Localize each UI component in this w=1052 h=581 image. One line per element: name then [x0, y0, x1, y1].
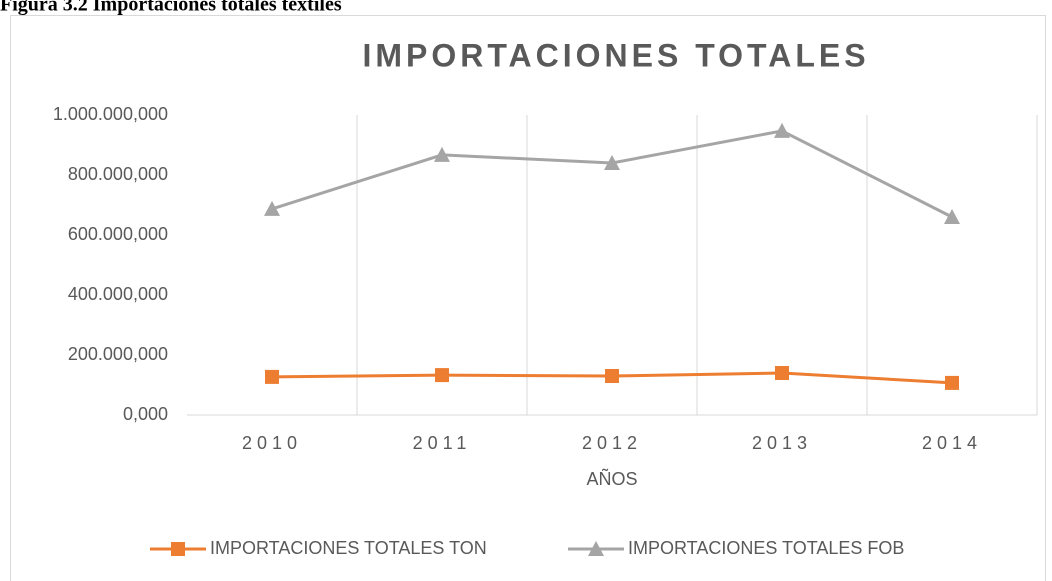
marker [604, 155, 620, 170]
y-tick-label: 200.000,000 [68, 344, 168, 364]
y-tick-label: 800.000,000 [68, 164, 168, 184]
marker [775, 366, 789, 380]
marker [264, 200, 280, 216]
marker [588, 541, 604, 556]
chart-title: IMPORTACIONES TOTALES [362, 37, 869, 73]
y-tick-label: 0,000 [123, 404, 168, 424]
y-tick-label: 400.000,000 [68, 284, 168, 304]
x-tick-label: 2011 [413, 433, 472, 453]
figure-caption: Figura 3.2 Importaciones totales textile… [0, 0, 342, 16]
x-tick-label: 2010 [242, 433, 302, 453]
marker [945, 375, 959, 390]
x-tick-label: 2013 [752, 433, 812, 453]
y-tick-label: 1.000.000,000 [53, 104, 168, 124]
marker [605, 369, 619, 383]
marker [774, 122, 790, 138]
x-axis-label: AÑOS [586, 468, 637, 489]
marker [434, 146, 450, 162]
marker [265, 369, 279, 384]
marker [435, 368, 449, 383]
chart-frame [10, 15, 1046, 581]
x-tick-label: 2012 [582, 433, 642, 453]
legend-label: IMPORTACIONES TOTALES FOB [628, 538, 904, 558]
marker [944, 209, 960, 224]
marker [171, 542, 185, 556]
x-tick-label: 2014 [922, 433, 982, 453]
y-tick-label: 600.000,000 [68, 224, 168, 244]
legend-label: IMPORTACIONES TOTALES TON [210, 538, 487, 558]
